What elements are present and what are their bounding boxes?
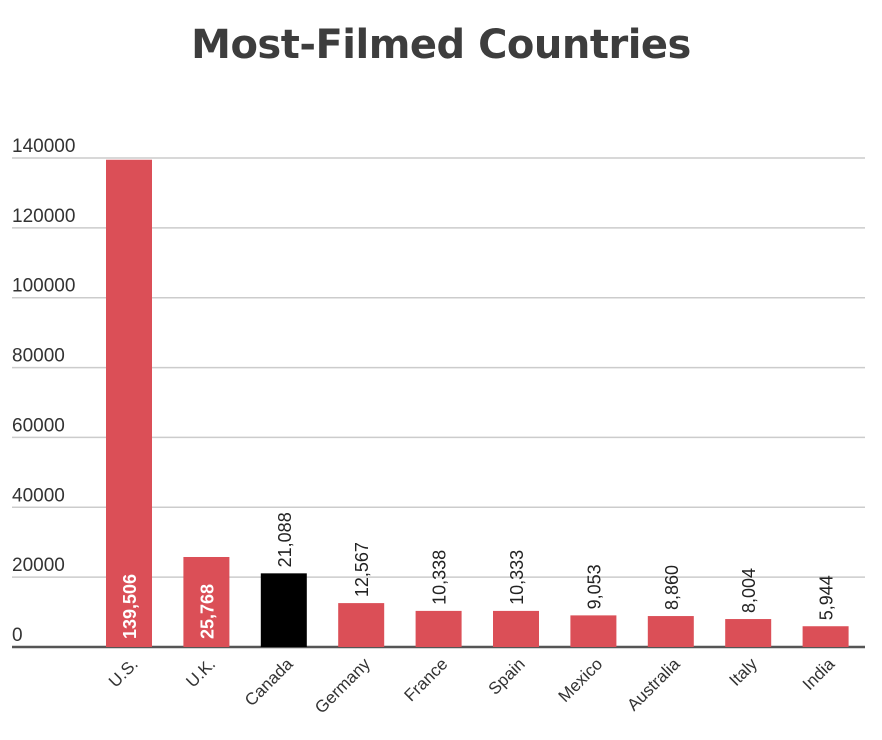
bar-uk [183,556,230,647]
x-tick-label: Mexico [555,654,607,706]
x-tick-label: France [401,654,452,705]
bar-australia [647,616,694,647]
y-tick-label: 60000 [12,415,65,436]
y-tick-label: 140000 [12,136,75,157]
data-label: 8,860 [662,565,682,610]
data-label: 10,338 [430,550,450,605]
bar-germany [338,603,385,647]
x-tick-label: Australia [623,654,684,715]
x-tick-label: India [799,654,839,694]
x-tick-label: U.K. [182,654,219,691]
bar-france [415,610,462,647]
x-tick-label: Spain [485,654,529,698]
y-tick-label: 0 [12,625,23,646]
x-tick-label: U.S. [105,654,142,691]
chart-title: Most-Filmed Countries [191,22,691,68]
data-label: 5,944 [817,575,837,620]
bars [106,159,849,647]
x-tick-label: Italy [726,654,762,690]
data-label: 10,333 [507,550,527,605]
data-label: 21,088 [275,512,295,567]
bar-us [106,159,152,647]
y-axis-ticks: 0 20000 40000 60000 80000 100000 120000 140000 [12,136,75,646]
x-axis-ticks: U.S. U.K. Canada Germany France Spain Mexico Au… [105,654,839,717]
bar-india [802,626,849,647]
x-tick-label: Germany [311,654,374,717]
y-tick-label: 20000 [12,555,65,576]
bar-mexico [570,615,617,647]
data-labels: 139,506 25,768 21,088 12,567 10,338 10,333 9,0… [120,512,837,639]
y-tick-label: 40000 [12,485,65,506]
bar-italy [725,619,772,647]
data-label: 25,768 [197,584,217,639]
y-tick-label: 80000 [12,346,65,367]
y-tick-label: 120000 [12,206,75,227]
data-label: 139,506 [120,574,140,639]
y-tick-label: 100000 [12,276,75,297]
bar-canada [260,573,307,647]
bar-spain [493,610,539,647]
x-tick-label: Canada [241,654,297,710]
data-label: 12,567 [352,542,372,597]
grid-layer [12,157,865,649]
data-label: 8,004 [739,568,759,613]
data-label: 9,053 [584,564,604,609]
